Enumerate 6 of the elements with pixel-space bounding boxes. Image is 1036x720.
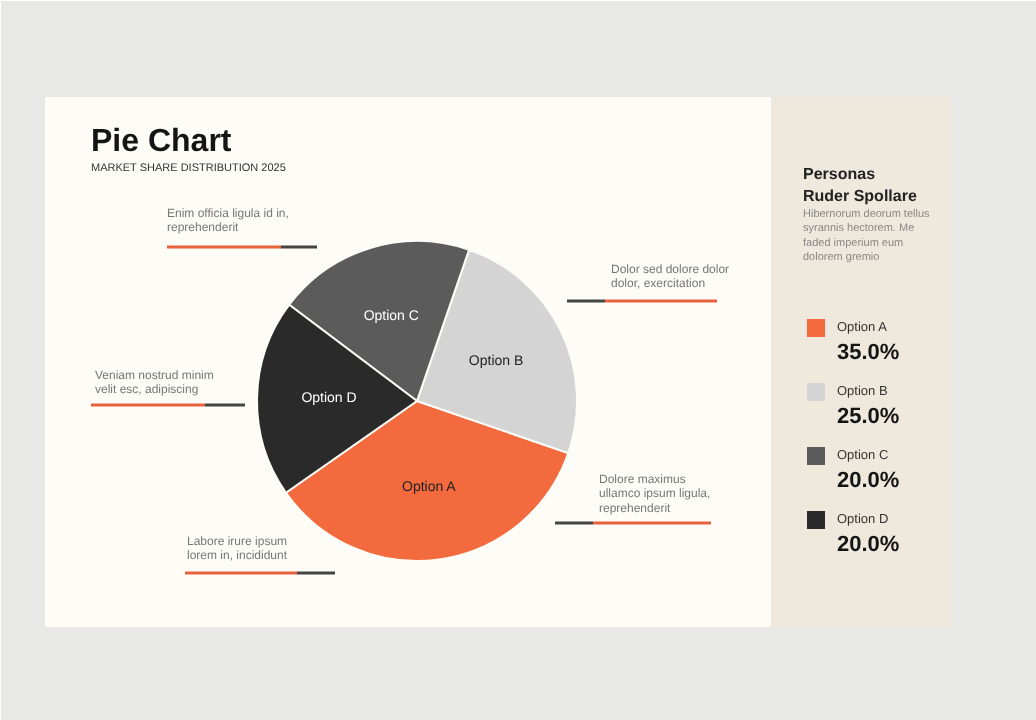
data-label: 25.0%: [837, 405, 900, 429]
data-label: 20.0%: [837, 469, 900, 493]
text: Personas Ruder Spollare: [803, 165, 918, 205]
data-label: 20.0%: [837, 533, 900, 557]
data-label: 35.0%: [837, 341, 900, 365]
text: Pie Chart: [91, 125, 233, 159]
